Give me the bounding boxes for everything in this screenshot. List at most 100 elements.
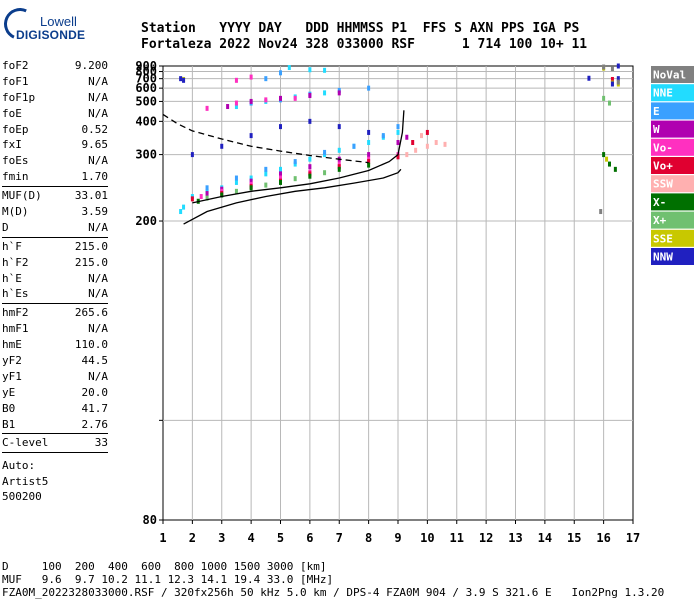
echo-point	[182, 204, 186, 210]
echo-point	[234, 104, 238, 110]
param-name: foEp	[2, 122, 29, 136]
echo-point	[411, 140, 415, 146]
echo-point	[308, 93, 312, 99]
echo-point	[367, 159, 371, 165]
x-tick-label: 15	[567, 531, 581, 545]
echo-point	[205, 185, 209, 191]
param-name: fmin	[2, 170, 29, 184]
param-value: N/A	[88, 322, 108, 336]
echo-point	[279, 171, 282, 177]
footer-muf-row: MUF 9.6 9.7 10.2 11.1 12.3 14.1 19.4 33.…	[2, 573, 334, 586]
param-name: MUF(D)	[2, 189, 42, 203]
echo-point	[367, 129, 371, 135]
param-name: yF1	[2, 369, 22, 383]
echo-point	[264, 182, 268, 188]
param-row: hmF2 265.6	[2, 305, 108, 321]
echo-point	[264, 76, 268, 82]
x-tick-label: 2	[189, 531, 196, 545]
param-name: h`F	[2, 239, 22, 253]
param-value: 33	[94, 436, 108, 450]
legend-label: NNE	[653, 87, 673, 100]
param-name: h`E	[2, 271, 22, 285]
param-row: h`F 215.0	[2, 239, 108, 255]
legend-swatch	[651, 157, 694, 174]
param-value: 265.6	[74, 306, 108, 320]
echo-point	[279, 124, 282, 130]
param-value: 215.0	[74, 239, 108, 253]
echo-point	[608, 161, 611, 167]
echo-point	[249, 74, 253, 80]
param-row: M(D) 3.59	[2, 204, 108, 220]
echo-point	[352, 143, 356, 149]
echo-point	[234, 188, 238, 194]
param-value: 2.76	[81, 417, 109, 431]
echo-point	[234, 77, 238, 83]
param-name: foF1	[2, 74, 29, 88]
legend-label: NNW	[653, 251, 673, 264]
echo-point	[396, 129, 400, 135]
x-tick-label: 1	[159, 531, 166, 545]
echo-point	[190, 196, 194, 202]
echo-point	[367, 140, 371, 146]
echo-point	[308, 164, 312, 170]
echo-point	[381, 133, 385, 139]
echo-point	[287, 65, 291, 71]
param-value: 33.01	[74, 189, 108, 203]
echo-point	[405, 134, 409, 140]
param-value: 3.59	[81, 205, 109, 219]
param-name: M(D)	[2, 205, 29, 219]
param-value: N/A	[88, 74, 108, 88]
param-row: B0 41.7	[2, 401, 108, 417]
echo-point	[279, 70, 282, 76]
param-name: hmF2	[2, 306, 29, 320]
echo-point	[179, 76, 183, 82]
y-tick-label: 80	[143, 513, 157, 527]
param-value: N/A	[88, 271, 108, 285]
y-tick-label: 900	[135, 59, 157, 73]
echo-point	[308, 118, 312, 124]
echo-point	[234, 100, 238, 106]
legend-label: Vo+	[653, 160, 673, 173]
param-row: B1 2.76	[2, 417, 108, 433]
echo-point	[608, 100, 611, 106]
profile-curve-dashed	[162, 113, 369, 164]
param-row: foEs N/A	[2, 153, 108, 169]
param-row: yE 20.0	[2, 385, 108, 401]
param-row: h`Es N/A	[2, 286, 108, 302]
param-value: 9.65	[81, 138, 109, 152]
param-name: B0	[2, 401, 16, 415]
y-tick-label: 500	[135, 94, 157, 108]
echo-point	[293, 176, 297, 182]
echo-point	[396, 124, 400, 130]
echo-point	[234, 175, 238, 181]
trace-curve	[183, 168, 402, 225]
echo-point	[396, 154, 400, 160]
legend-label: NoVal	[653, 69, 686, 82]
digisonde-logo: Lowell DIGISONDE	[0, 3, 85, 46]
legend-swatch	[651, 229, 694, 247]
legend-swatch	[651, 175, 694, 193]
legend-label: SSW	[653, 178, 673, 191]
echo-point	[616, 63, 620, 69]
echo-point	[337, 164, 341, 170]
echo-point	[337, 90, 341, 96]
param-row: hmF1 N/A	[2, 321, 108, 337]
echo-point	[405, 152, 409, 158]
echo-point	[605, 156, 609, 162]
echo-point	[220, 143, 224, 149]
x-tick-label: 16	[596, 531, 610, 545]
echo-point	[367, 85, 371, 91]
param-value: 110.0	[74, 338, 108, 352]
x-tick-label: 4	[248, 531, 255, 545]
param-value: 9.200	[74, 59, 108, 72]
echo-point	[226, 104, 230, 110]
param-row: hmE 110.0	[2, 337, 108, 353]
param-value: 20.0	[81, 385, 109, 399]
echo-point	[199, 194, 203, 200]
echo-point	[190, 152, 194, 158]
legend-label: Vo-	[653, 141, 673, 154]
x-tick-label: 12	[479, 531, 493, 545]
param-value: N/A	[88, 90, 108, 104]
logo-line1: Lowell	[40, 14, 77, 29]
x-tick-label: 13	[508, 531, 522, 545]
